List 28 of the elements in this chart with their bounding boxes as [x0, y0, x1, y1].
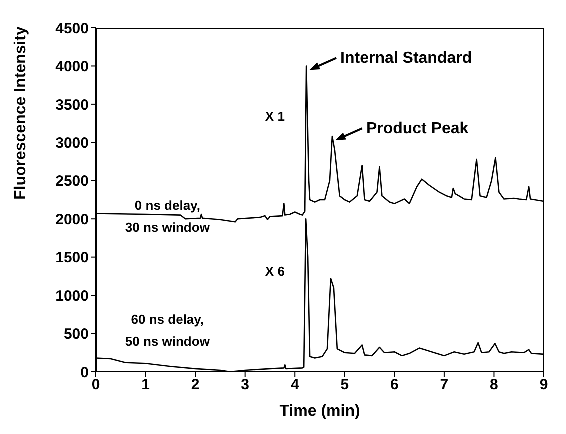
- annotation: X 6: [265, 263, 285, 282]
- x-tick-label: 8: [490, 376, 498, 394]
- y-tick-label: 2500: [56, 173, 89, 190]
- annotation: Product Peak: [366, 120, 469, 138]
- x-tick-label: 2: [191, 376, 200, 394]
- y-tick-label: 3500: [56, 96, 89, 114]
- x-tick-label: 7: [440, 376, 449, 394]
- y-tick-label: 0: [80, 364, 89, 382]
- annotation: 60 ns delay, 50 ns window: [125, 310, 210, 351]
- y-tick-label: 2000: [56, 211, 89, 228]
- x-tick-label: 3: [241, 376, 250, 394]
- y-tick-label: 4000: [56, 58, 89, 76]
- x-tick-label: 4: [290, 376, 300, 394]
- y-tick-label: 3000: [56, 134, 89, 152]
- x-tick-label: 0: [92, 376, 100, 394]
- annotation: X 1: [265, 108, 285, 126]
- x-axis-title: Time (min): [280, 403, 360, 420]
- x-tick-label: 9: [540, 376, 548, 394]
- annotation: Internal Standard: [340, 50, 472, 68]
- annotation: 0 ns delay, 30 ns window: [125, 197, 210, 238]
- y-tick-label: 1000: [56, 288, 89, 305]
- y-tick-label: 500: [64, 326, 89, 344]
- x-tick-label: 1: [142, 376, 150, 394]
- y-tick-label: 1500: [56, 250, 89, 267]
- x-tick-label: 6: [390, 376, 399, 394]
- y-axis-title: Fluorescence Intensity: [12, 26, 30, 200]
- x-tick-label: 5: [340, 376, 350, 394]
- y-tick-label: 4500: [56, 20, 89, 38]
